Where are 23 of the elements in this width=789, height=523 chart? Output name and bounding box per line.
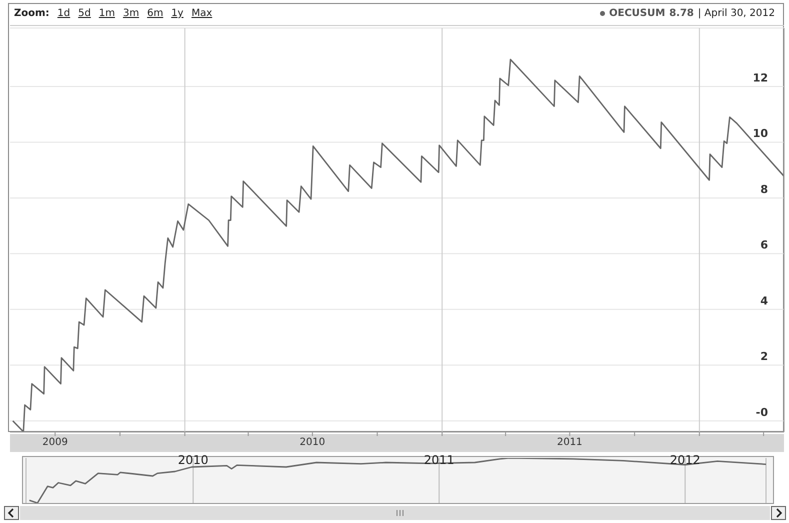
text: 1y [171, 8, 184, 19]
text: 5d [78, 8, 91, 19]
y-tick-label: 6 [760, 238, 768, 252]
y-tick-label: -0 [756, 406, 768, 419]
text: 3m [122, 8, 140, 19]
x-tick-label: 2012 [670, 453, 700, 467]
y-tick-label: 12 [752, 72, 768, 85]
y-tick-label: 2 [760, 350, 768, 364]
x-tick-label: 2010 [178, 453, 208, 467]
y-tick-label: 10 [752, 127, 768, 140]
y-tick-label: 8 [760, 182, 768, 196]
x-tick-label: 2010 [300, 437, 326, 448]
text: 8.78 [669, 8, 694, 19]
text: 6m [147, 8, 164, 19]
text: Zoom: [14, 8, 50, 19]
text: 1d [57, 8, 70, 19]
x-tick-label: 2009 [42, 437, 68, 448]
text: | April 30, 2012 [698, 8, 775, 19]
text: Max [191, 8, 212, 19]
y-tick-label: 4 [760, 294, 768, 308]
legend-label: OECUSUM [609, 8, 666, 19]
x-tick-label: 2011 [556, 437, 582, 448]
text: 1m [98, 8, 115, 19]
